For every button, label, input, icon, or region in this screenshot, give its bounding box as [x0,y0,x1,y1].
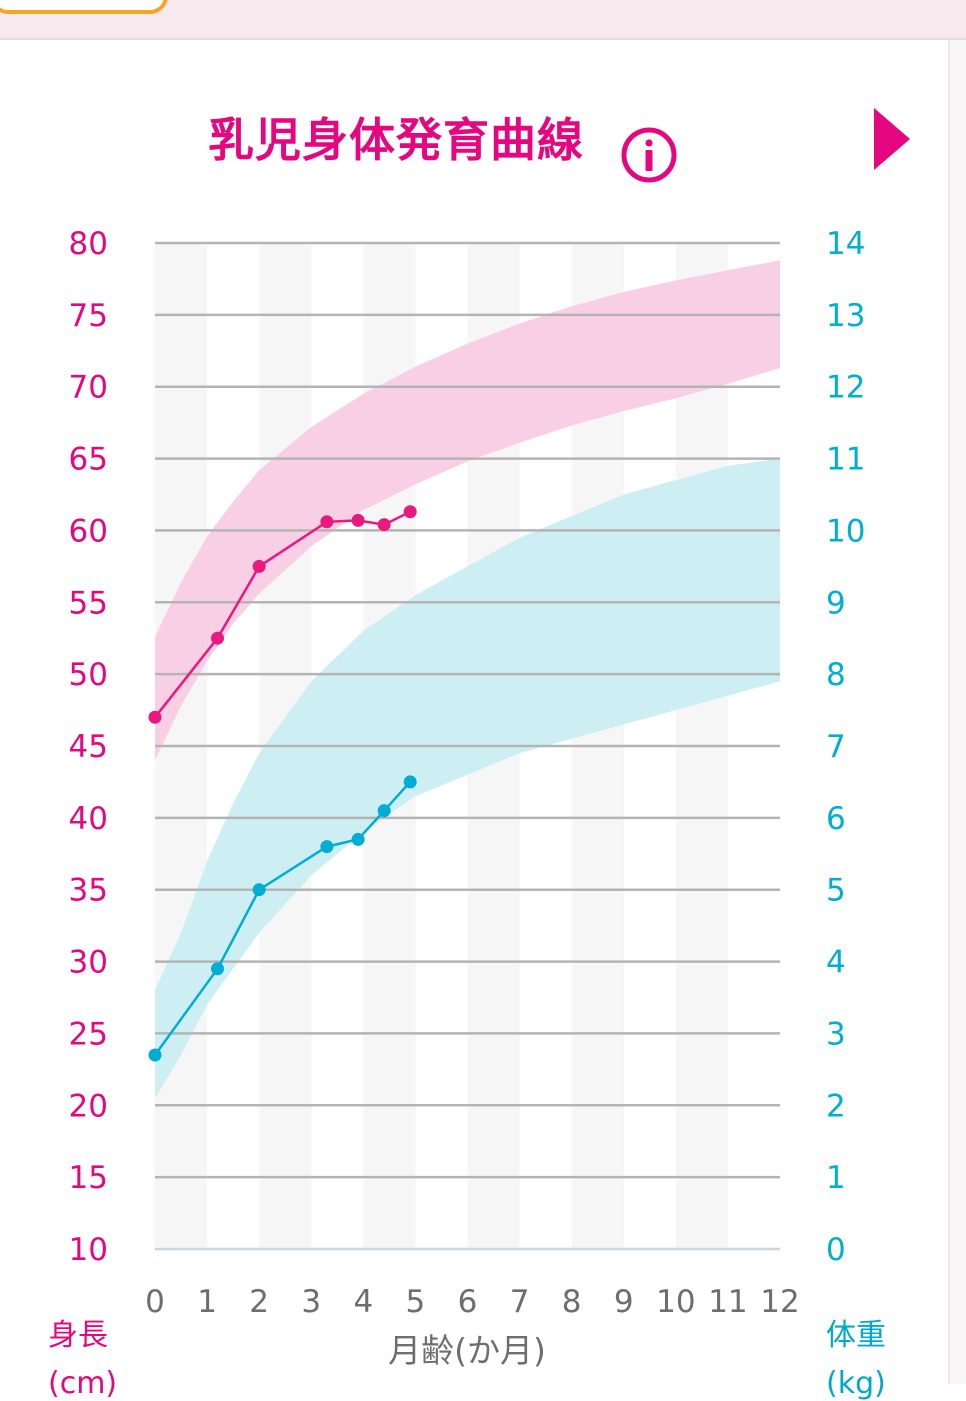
height-range-band [155,260,780,761]
height-data-point [252,559,266,573]
y-right-tick-label: 12 [826,370,865,406]
y-left-tick-label: 70 [69,370,108,406]
x-tick-label: 4 [353,1284,373,1320]
y-left-tick-label: 45 [69,729,108,765]
y-right-tick-label: 0 [826,1232,846,1268]
x-tick-label: 8 [562,1284,582,1320]
y-right-tick-label: 9 [826,585,846,621]
x-tick-label: 11 [708,1284,747,1320]
y-left-tick-label: 75 [69,298,108,334]
y-left-tick-label: 30 [69,945,108,981]
x-tick-label: 5 [406,1284,426,1320]
y-left-tick-label: 50 [69,657,108,693]
weight-label: 体重 [826,1318,886,1353]
y-left-tick-label: 20 [69,1088,108,1124]
height-data-point [320,515,334,529]
y-right-tick-label: 7 [826,729,846,765]
weight-data-point [148,1048,162,1062]
x-tick-label: 6 [458,1284,478,1320]
weight-data-point [351,832,365,846]
weight-range-band [155,458,780,1099]
y-left-tick-label: 35 [69,873,108,909]
y-right-tick-label: 11 [826,442,865,478]
height-data-point [403,505,417,519]
weight-data-point [403,775,417,789]
height-label: 身長 [48,1318,108,1353]
y-left-tick-label: 65 [69,442,108,478]
y-right-tick-label: 4 [826,945,846,981]
triangle-right-icon[interactable] [872,106,912,172]
scroll-rail[interactable] [948,40,966,1384]
x-tick-label: 1 [197,1284,217,1320]
height-data-point [351,513,365,527]
x-tick-label: 7 [510,1284,530,1320]
height-data-point [148,710,162,724]
height-unit-label: 身長 (cm) [48,1310,117,1401]
chart-title: 乳児身体発育曲線 [208,113,584,167]
y-left-tick-label: 40 [69,801,108,837]
top-bar [0,0,966,40]
y-left-tick-label: 60 [69,513,108,549]
info-circle-icon[interactable] [620,126,678,184]
weight-data-point [377,804,391,818]
x-tick-label: 0 [145,1284,165,1320]
x-axis-title: 月齢(か月) [388,1331,546,1370]
height-data-point [211,631,224,645]
y-right-tick-label: 10 [826,513,865,549]
height-data-point [377,518,391,532]
y-left-tick-label: 55 [69,585,108,621]
weight-data-point [252,883,266,897]
x-tick-label: 2 [249,1284,269,1320]
y-right-tick-label: 8 [826,657,846,693]
y-right-tick-label: 5 [826,873,846,909]
x-tick-label: 10 [656,1284,695,1320]
y-right-tick-label: 13 [826,298,865,334]
x-tick-label: 3 [301,1284,321,1320]
weight-data-point [211,962,224,976]
x-tick-label: 9 [614,1284,634,1320]
y-left-tick-label: 10 [69,1232,108,1268]
x-tick-label: 12 [760,1284,799,1320]
weight-data-point [320,840,334,854]
y-left-tick-label: 80 [69,226,108,262]
y-right-tick-label: 1 [826,1160,846,1196]
y-right-tick-label: 3 [826,1016,846,1052]
y-left-tick-label: 15 [69,1160,108,1196]
weight-unit-label: 体重 (kg) [826,1310,886,1401]
y-right-tick-label: 2 [826,1088,846,1124]
y-right-tick-label: 6 [826,801,846,837]
y-right-tick-label: 14 [826,226,865,262]
y-left-tick-label: 25 [69,1016,108,1052]
